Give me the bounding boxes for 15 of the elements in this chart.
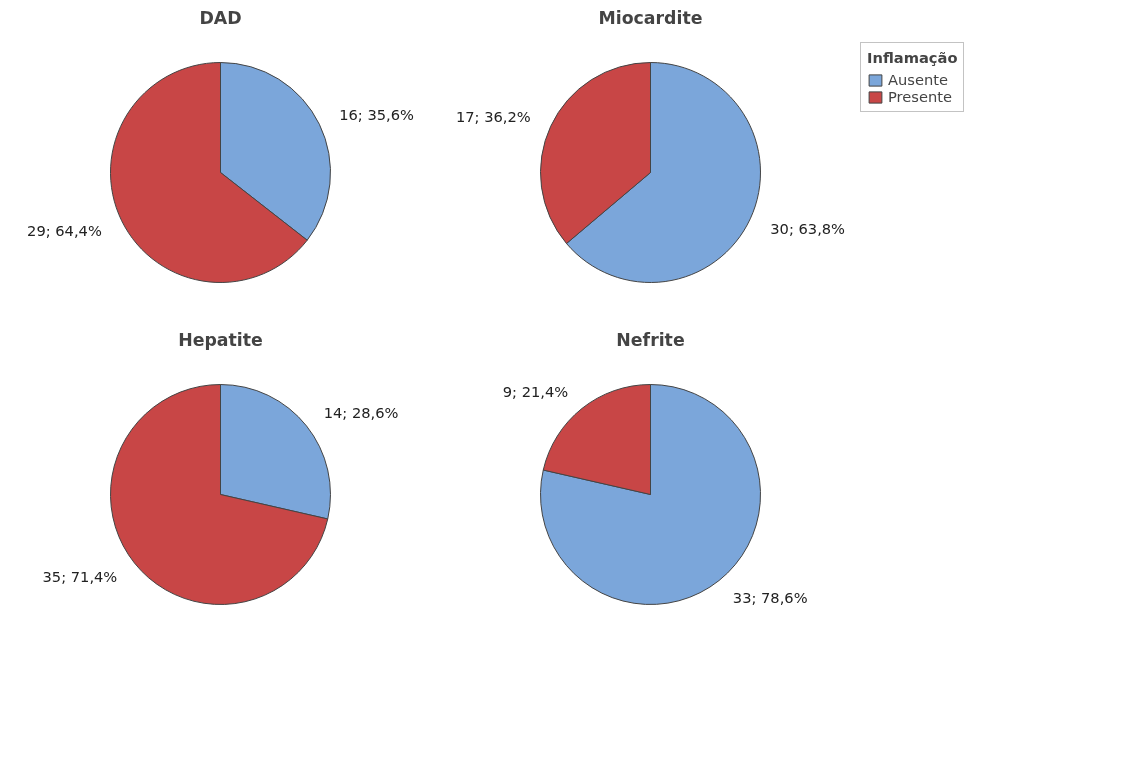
chart-title: Miocardite	[598, 7, 703, 28]
data-label: 14; 28,6%	[323, 403, 399, 421]
data-label: 35; 71,4%	[42, 568, 118, 586]
data-label: 33; 78,6%	[732, 589, 808, 607]
legend-label: Ausente	[888, 71, 949, 88]
data-label: 9; 21,4%	[502, 382, 569, 400]
data-label: 16; 35,6%	[339, 106, 415, 124]
chart-title: Hepatite	[178, 329, 263, 350]
legend-label: Presente	[888, 88, 953, 105]
chart-title: DAD	[199, 7, 242, 28]
data-label: 17; 36,2%	[455, 108, 531, 126]
data-label: 30; 63,8%	[770, 219, 846, 237]
data-label: 29; 64,4%	[27, 221, 102, 239]
legend-title: Inflamação	[867, 49, 958, 66]
chart-title: Nefrite	[616, 329, 685, 350]
